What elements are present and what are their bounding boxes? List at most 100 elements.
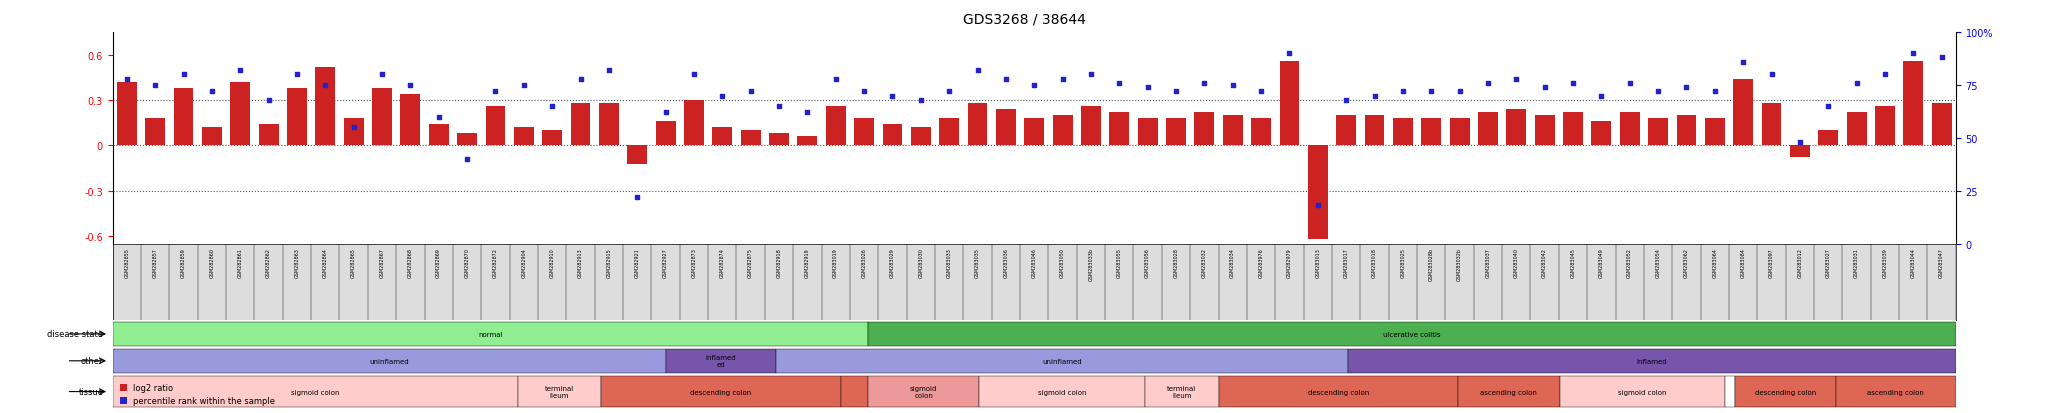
Text: GSM283019: GSM283019 — [834, 248, 838, 278]
Point — [195, 89, 227, 95]
Text: GSM282919: GSM282919 — [805, 248, 809, 278]
Text: GSM283040: GSM283040 — [1513, 248, 1520, 278]
Text: GSM282904: GSM282904 — [522, 248, 526, 278]
Bar — [1335, 116, 1356, 146]
Bar — [1591, 122, 1612, 146]
Bar — [514, 128, 535, 146]
Bar — [655, 122, 676, 146]
Point — [1444, 89, 1477, 95]
Bar — [1620, 113, 1640, 146]
Point — [932, 89, 965, 95]
Bar — [1139, 119, 1157, 146]
Bar — [571, 104, 590, 146]
Bar — [1561, 376, 1724, 407]
Point — [451, 156, 483, 163]
Text: GSM282868: GSM282868 — [408, 248, 414, 278]
Point — [1755, 72, 1788, 78]
Text: descending colon: descending colon — [1755, 389, 1817, 394]
Point — [1614, 81, 1647, 87]
Point — [168, 72, 201, 78]
Point — [1669, 85, 1702, 91]
Bar — [825, 107, 846, 146]
Bar — [741, 131, 760, 146]
Text: GSM283032b: GSM283032b — [1456, 248, 1462, 281]
Point — [252, 97, 285, 104]
Bar — [1563, 113, 1583, 146]
Point — [479, 89, 512, 95]
Text: GSM282921: GSM282921 — [635, 248, 639, 278]
Point — [649, 110, 682, 116]
Text: GSM282874: GSM282874 — [719, 248, 725, 278]
Point — [1159, 89, 1192, 95]
Bar — [911, 128, 930, 146]
Text: GSM283044: GSM283044 — [1911, 248, 1915, 278]
Point — [1841, 81, 1874, 87]
Bar — [1761, 104, 1782, 146]
Bar — [287, 89, 307, 146]
Bar — [1735, 376, 1835, 407]
Point — [1075, 72, 1108, 78]
Bar — [344, 119, 365, 146]
Bar — [1053, 116, 1073, 146]
Point — [1896, 51, 1929, 57]
Bar — [1790, 146, 1810, 158]
Bar — [883, 125, 903, 146]
Bar — [840, 376, 868, 407]
Text: GDS3268 / 38644: GDS3268 / 38644 — [963, 12, 1085, 26]
Bar — [1458, 376, 1561, 407]
Bar — [117, 83, 137, 146]
Text: sigmoid colon: sigmoid colon — [1038, 389, 1085, 394]
Bar — [203, 128, 221, 146]
Text: GSM282870: GSM282870 — [465, 248, 469, 278]
Bar — [854, 119, 874, 146]
Bar — [868, 322, 1956, 346]
Point — [707, 93, 739, 100]
Text: GSM283031: GSM283031 — [1853, 248, 1860, 278]
Text: GSM283028b: GSM283028b — [1430, 248, 1434, 281]
Bar — [401, 95, 420, 146]
Bar — [1835, 376, 1956, 407]
Bar — [1024, 119, 1044, 146]
Text: tissue: tissue — [78, 387, 102, 396]
Point — [1245, 89, 1278, 95]
Point — [1473, 81, 1505, 87]
Point — [422, 114, 455, 121]
Point — [989, 76, 1022, 83]
Bar — [1677, 116, 1696, 146]
Point — [592, 68, 625, 74]
Point — [1415, 89, 1448, 95]
Point — [877, 93, 909, 100]
Text: GSM282863: GSM282863 — [295, 248, 299, 278]
Bar — [1251, 119, 1272, 146]
Point — [1925, 55, 1958, 62]
Bar — [1364, 116, 1384, 146]
Text: GSM283084: GSM283084 — [1741, 248, 1745, 278]
Bar — [457, 134, 477, 146]
Point — [819, 76, 852, 83]
Point — [1217, 83, 1249, 89]
Text: GSM283062: GSM283062 — [1683, 248, 1690, 278]
Point — [1274, 51, 1307, 57]
Bar — [373, 89, 391, 146]
Text: GSM283035: GSM283035 — [975, 248, 981, 278]
Text: GSM283026: GSM283026 — [862, 248, 866, 278]
Bar — [1733, 80, 1753, 146]
Bar — [1110, 113, 1128, 146]
Text: GSM283032: GSM283032 — [1202, 248, 1206, 278]
Text: descending colon: descending colon — [690, 389, 752, 394]
Point — [1868, 72, 1901, 78]
Text: GSM282861: GSM282861 — [238, 248, 244, 278]
Point — [762, 104, 795, 110]
Text: GSM283017: GSM283017 — [1343, 248, 1350, 278]
Point — [848, 89, 881, 95]
Point — [1642, 89, 1675, 95]
Bar — [1534, 116, 1554, 146]
Text: GSM283039: GSM283039 — [1882, 248, 1888, 278]
Bar — [428, 125, 449, 146]
Point — [111, 76, 143, 83]
Text: GSM283064: GSM283064 — [1712, 248, 1718, 278]
Bar — [174, 89, 193, 146]
Text: GSM283052: GSM283052 — [1628, 248, 1632, 278]
Text: GSM282872: GSM282872 — [494, 248, 498, 278]
Bar — [666, 349, 776, 373]
